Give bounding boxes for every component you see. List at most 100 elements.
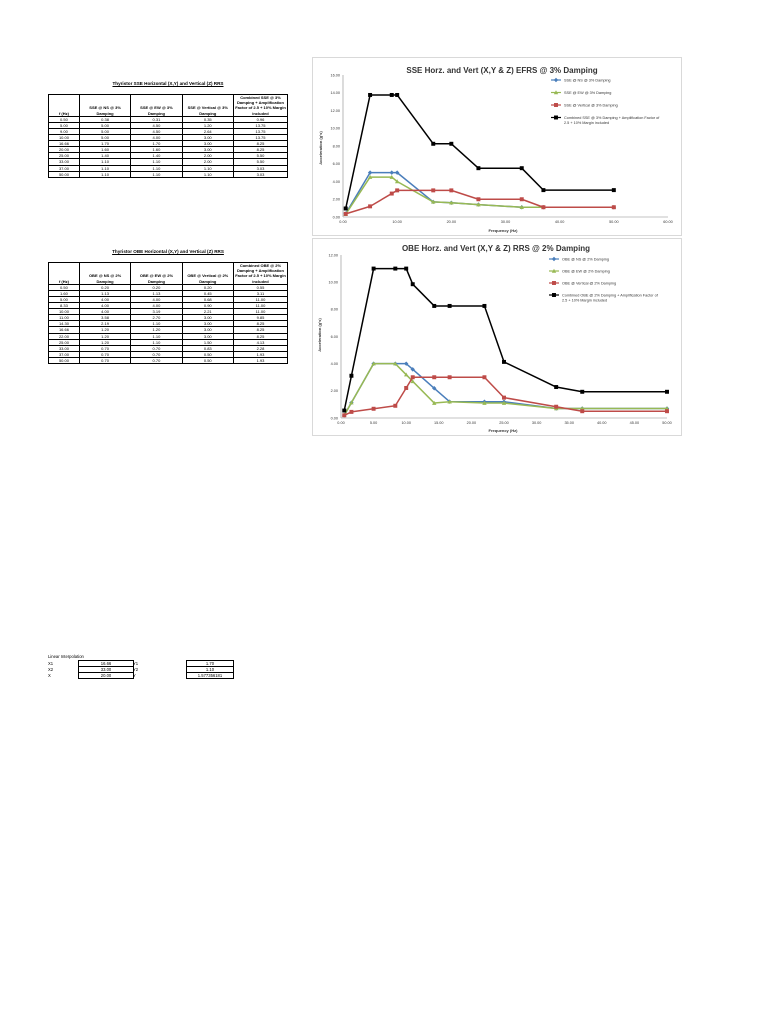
- data-point: [410, 375, 415, 380]
- table-row: 0.50 0.20 0.20 0.20 0.55: [48, 283, 289, 291]
- chart-title: SSE Horz. and Vert (X,Y & Z) EFRS @ 3% D…: [406, 66, 597, 75]
- x-tick-label: 5.00: [370, 421, 377, 425]
- table-row: 11.00 3.58 2.70 3.00 9.85: [48, 314, 289, 322]
- column-header: SSE @ Vertical @ 3% Damping: [181, 94, 234, 117]
- y-tick-label: 16.00: [330, 73, 340, 77]
- data-point: [368, 92, 373, 97]
- interp-x-label: X: [48, 673, 51, 678]
- column-header: f (Hz): [48, 262, 80, 285]
- table-cell: 50.00: [48, 356, 80, 365]
- x-tick-label: 10.00: [392, 220, 402, 224]
- y-tick-label: 8.00: [331, 308, 338, 312]
- data-point: [343, 206, 348, 211]
- x-tick-label: 30.00: [501, 220, 511, 224]
- table-row: 0.50 0.38 0.31 0.35 0.96: [48, 115, 289, 123]
- sse-chart: SSE Horz. and Vert (X,Y & Z) EFRS @ 3% D…: [312, 57, 682, 236]
- data-point: [447, 375, 452, 380]
- table-cell: 1.10: [181, 170, 234, 178]
- data-point: [410, 282, 415, 287]
- table-cell: 0.55: [232, 283, 289, 291]
- data-point: [449, 188, 454, 193]
- y-tick-label: 10.00: [328, 280, 338, 284]
- table-cell: 13.75: [232, 121, 289, 130]
- series-line: [345, 176, 614, 215]
- column-header: f (Hz): [48, 94, 80, 117]
- table-cell: 4.00: [130, 295, 183, 304]
- table-row: 33.00 1.10 1.10 2.00 5.50: [48, 158, 289, 166]
- obe-table: f (Hz) OBE @ NS @ 2% Damping OBE @ EW @ …: [48, 262, 289, 365]
- column-header: SSE @ NS @ 3% Damping: [78, 94, 132, 117]
- x-tick-label: 40.00: [597, 421, 607, 425]
- table-cell: 8.25: [232, 320, 289, 328]
- table-cell: 8.25: [232, 140, 289, 148]
- sse-table-body: 0.50 0.38 0.31 0.35 0.96 5.00 5.00 4.50 1.20 13.7…: [48, 115, 289, 178]
- table-cell: 5.50: [232, 152, 289, 160]
- table-cell: 3.03: [232, 164, 289, 172]
- table-cell: 0.20: [130, 283, 183, 291]
- x-tick-label: 20.00: [467, 421, 477, 425]
- plot-area: 0.00 2.00 4.00 6.00 8.00 10.00 12.00 14.00 16.00…: [330, 73, 672, 224]
- data-point: [476, 197, 481, 202]
- table-row: 16.66 1.70 1.70 3.00 8.25: [48, 140, 289, 148]
- y-tick-label: 2.00: [331, 389, 338, 393]
- table-cell: 3.00: [181, 326, 234, 334]
- table-row: 1.60 1.13 1.13 0.45 3.11: [48, 289, 289, 298]
- column-header: OBE @ EW @ 2% Damping: [130, 262, 183, 285]
- data-point: [342, 413, 347, 418]
- x-tick-label: 0.00: [339, 220, 346, 224]
- interp-y-label: Y: [133, 673, 136, 678]
- table-row: 50.00 1.10 1.10 1.10 3.03: [48, 170, 289, 178]
- table-cell: 3.00: [181, 140, 234, 148]
- x-tick-label: 45.00: [630, 421, 640, 425]
- table-cell: 1.20: [130, 326, 183, 334]
- table-cell: 4.00: [130, 302, 183, 310]
- table-cell: 13.75: [232, 127, 289, 136]
- y-tick-label: 4.00: [333, 180, 340, 184]
- x-tick-label: 10.00: [401, 421, 411, 425]
- table-cell: 2.28: [232, 344, 289, 352]
- data-point: [482, 303, 487, 308]
- data-point: [349, 400, 354, 405]
- data-point: [502, 359, 506, 364]
- data-point: [395, 92, 400, 97]
- data-point: [554, 115, 558, 120]
- data-point: [393, 361, 398, 366]
- table-row: 8.33 4.00 4.00 0.90 11.00: [48, 302, 289, 310]
- x-axis-label: Frequency (Hz): [489, 428, 519, 433]
- data-point: [404, 266, 409, 271]
- table-cell: 11.00: [232, 302, 289, 310]
- data-point: [349, 409, 354, 414]
- table-row: 22.00 1.20 1.10 3.00 8.25: [48, 332, 289, 340]
- data-point: [611, 205, 616, 210]
- x-tick-label: 60.00: [663, 220, 673, 224]
- table-cell: 1.93: [232, 350, 289, 358]
- data-point: [476, 166, 481, 171]
- data-point: [431, 188, 436, 193]
- data-point: [371, 406, 376, 411]
- data-point: [476, 202, 481, 207]
- data-point: [519, 197, 524, 202]
- data-point: [389, 191, 394, 196]
- column-header: OBE @ Vertical @ 2% Damping: [181, 262, 234, 285]
- data-point: [394, 170, 400, 175]
- data-point: [404, 386, 409, 390]
- x-tick-label: 50.00: [662, 421, 672, 425]
- legend: SSE @ NS @ 3% Damping SSE @ EW @ 3% Dampi…: [551, 77, 660, 125]
- table-cell: 3.00: [181, 320, 234, 328]
- y-tick-label: 6.00: [333, 162, 340, 166]
- obe-table-header-row: f (Hz) OBE @ NS @ 2% Damping OBE @ EW @ …: [48, 262, 289, 285]
- obe-table-title: Thyristor OBE Horizontal (X,Y) and Verti…: [112, 249, 224, 254]
- data-point: [389, 92, 394, 97]
- data-point: [665, 389, 669, 394]
- data-point: [371, 361, 376, 366]
- data-point: [389, 170, 394, 175]
- table-cell: 2.21: [181, 308, 234, 316]
- table-cell: 1.10: [130, 320, 183, 328]
- table-cell: 1.10: [130, 338, 183, 346]
- data-point: [482, 400, 487, 405]
- series-line: [343, 362, 667, 416]
- y-tick-label: 14.00: [330, 91, 340, 95]
- table-cell: 0.35: [181, 115, 234, 123]
- y-axis-label: Acceleration (g's): [318, 131, 323, 165]
- table-cell: 9.85: [232, 314, 289, 322]
